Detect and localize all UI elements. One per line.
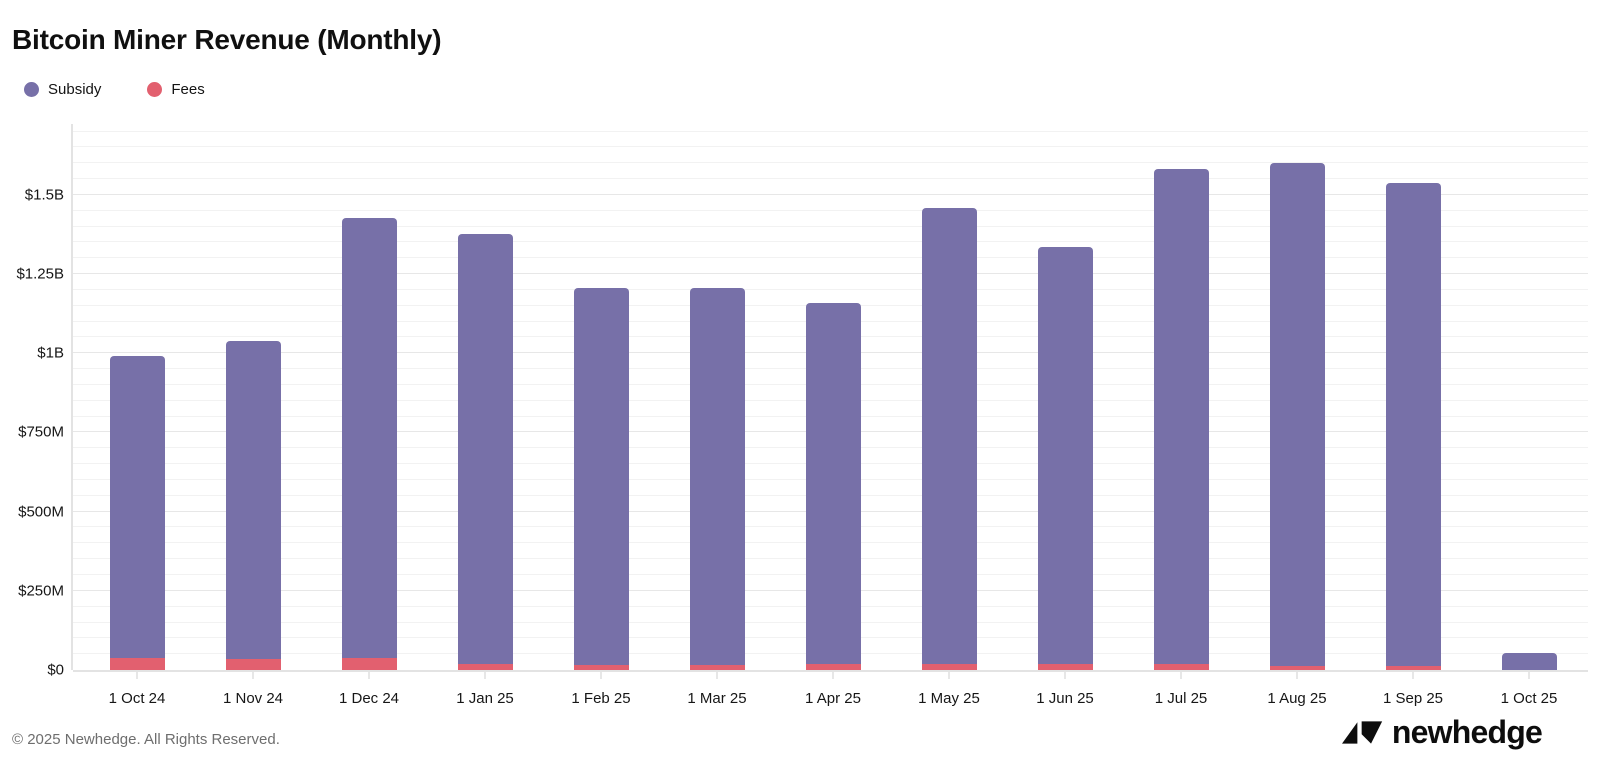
x-axis-tick	[1528, 672, 1530, 679]
bar-segment-subsidy[interactable]	[1501, 653, 1557, 670]
bar-segment-subsidy[interactable]	[109, 355, 165, 659]
x-tick-label: 1 Nov 24	[222, 690, 284, 707]
bar-1-jan-25[interactable]	[457, 234, 513, 670]
bar-segment-subsidy[interactable]	[689, 287, 745, 665]
bar-segment-fees[interactable]	[109, 658, 165, 670]
x-axis-tick	[1412, 672, 1414, 679]
gridline	[73, 146, 1588, 148]
x-axis-tick	[716, 672, 718, 679]
subsidy-swatch-icon	[24, 82, 39, 97]
bar-segment-subsidy[interactable]	[225, 340, 281, 659]
legend-label-fees: Fees	[171, 81, 205, 98]
gridline	[73, 178, 1588, 180]
bar-1-mar-25[interactable]	[689, 287, 745, 670]
x-tick-label: 1 Dec 24	[338, 690, 400, 707]
bar-segment-fees[interactable]	[805, 664, 861, 670]
bar-1-oct-25[interactable]	[1501, 653, 1557, 670]
x-axis-tick	[948, 672, 950, 679]
brand-logo[interactable]: newhedge	[1341, 714, 1543, 750]
y-axis-line	[71, 124, 73, 670]
bar-1-dec-24[interactable]	[341, 217, 397, 670]
bar-segment-fees[interactable]	[573, 664, 629, 670]
gridline	[73, 130, 1588, 132]
legend: Subsidy Fees	[24, 81, 205, 98]
legend-label-subsidy: Subsidy	[48, 81, 102, 98]
bar-segment-fees[interactable]	[1153, 664, 1209, 670]
y-tick-label: $0	[47, 661, 64, 679]
bar-1-sep-25[interactable]	[1385, 182, 1441, 670]
y-tick-label: $250M	[18, 582, 64, 600]
x-axis-tick	[1064, 672, 1066, 679]
y-tick-label: $1B	[37, 344, 64, 362]
bar-segment-subsidy[interactable]	[457, 234, 513, 664]
gridline	[73, 288, 1588, 290]
bar-segment-fees[interactable]	[341, 657, 397, 670]
x-tick-label: 1 May 25	[918, 690, 980, 707]
bar-segment-subsidy[interactable]	[1037, 247, 1093, 664]
x-tick-label: 1 Jun 25	[1036, 690, 1094, 707]
gridline	[73, 209, 1588, 211]
fees-swatch-icon	[147, 82, 163, 97]
bar-segment-subsidy[interactable]	[1153, 168, 1209, 665]
bar-segment-fees[interactable]	[225, 658, 281, 670]
y-tick-label: $500M	[18, 503, 64, 521]
bar-segment-fees[interactable]	[921, 663, 977, 670]
chart-title: Bitcoin Miner Revenue (Monthly)	[12, 24, 442, 55]
gridline	[73, 241, 1588, 243]
bar-segment-subsidy[interactable]	[921, 207, 977, 664]
gridline	[73, 273, 1588, 275]
y-tick-label: $1.25B	[16, 265, 64, 283]
gridline	[73, 162, 1588, 164]
x-axis-tick	[252, 672, 254, 679]
legend-item-subsidy[interactable]: Subsidy	[24, 81, 101, 98]
x-axis-tick	[368, 672, 370, 679]
bar-segment-fees[interactable]	[1269, 666, 1325, 670]
x-axis-tick	[600, 672, 602, 679]
copyright: © 2025 Newhedge. All Rights Reserved.	[12, 731, 280, 748]
x-axis-tick	[1296, 672, 1298, 679]
y-tick-label: $1.5B	[24, 186, 64, 204]
x-axis-tick	[484, 672, 486, 679]
gridline	[73, 257, 1588, 259]
x-axis-tick	[136, 672, 138, 679]
newhedge-logo-icon	[1341, 720, 1383, 744]
plot-area	[71, 122, 1588, 672]
bar-segment-subsidy[interactable]	[1269, 162, 1325, 667]
bar-segment-fees[interactable]	[1037, 663, 1093, 670]
x-tick-label: 1 Jul 25	[1154, 690, 1208, 707]
gridline	[73, 193, 1588, 195]
y-tick-label: $750M	[18, 423, 64, 441]
x-tick-label: 1 Oct 24	[108, 690, 166, 707]
x-axis-tick	[1180, 672, 1182, 679]
bar-1-nov-24[interactable]	[225, 340, 281, 670]
x-tick-label: 1 Jan 25	[456, 690, 514, 707]
bar-1-oct-24[interactable]	[109, 355, 165, 670]
x-tick-label: 1 Sep 25	[1382, 690, 1444, 707]
brand-name: newhedge	[1391, 714, 1543, 750]
bar-1-apr-25[interactable]	[805, 303, 861, 670]
x-tick-label: 1 Apr 25	[805, 690, 861, 707]
bar-1-feb-25[interactable]	[573, 287, 629, 670]
gridline	[73, 225, 1588, 227]
legend-item-fees[interactable]: Fees	[147, 81, 205, 98]
bar-segment-subsidy[interactable]	[573, 287, 629, 665]
bar-segment-fees[interactable]	[1385, 665, 1441, 670]
x-tick-label: 1 Aug 25	[1267, 690, 1327, 707]
bar-1-jun-25[interactable]	[1037, 247, 1093, 670]
x-axis-tick	[832, 672, 834, 679]
bar-segment-fees[interactable]	[457, 663, 513, 670]
x-tick-label: 1 Feb 25	[571, 690, 631, 707]
bar-segment-subsidy[interactable]	[341, 217, 397, 658]
bar-1-jul-25[interactable]	[1153, 168, 1209, 670]
x-tick-label: 1 Oct 25	[1500, 690, 1558, 707]
x-tick-label: 1 Mar 25	[687, 690, 747, 707]
bar-segment-fees[interactable]	[689, 664, 745, 670]
bar-1-may-25[interactable]	[921, 207, 977, 670]
bar-segment-subsidy[interactable]	[1385, 182, 1441, 666]
bar-1-aug-25[interactable]	[1269, 162, 1325, 670]
bar-segment-subsidy[interactable]	[805, 303, 861, 665]
